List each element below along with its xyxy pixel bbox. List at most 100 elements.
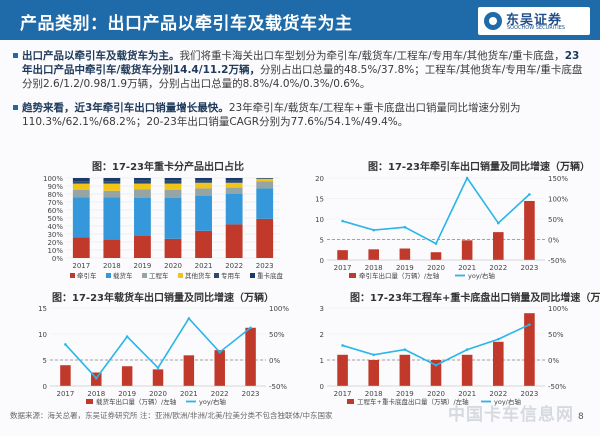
paragraph-lead: 趋势来看，近3年牵引车出口销量增长最快。 [22, 102, 229, 114]
header-bar: 产品类别：出口产品以牵引车及载货车为主 东吴证券 SOOCHOW SECURIT… [0, 0, 600, 40]
paragraph-text: 我们将重卡海关出口车型划分为牵引车/载货车/工程车/专用车/其他货车/重卡底盘， [179, 50, 565, 62]
x-tick-label: 2022 [489, 390, 507, 398]
bar [183, 355, 195, 386]
bar-segment [103, 183, 121, 191]
bar-segment [256, 178, 274, 179]
x-tick-label: 2022 [489, 264, 507, 272]
legend-swatch [70, 273, 75, 278]
legend-swatch [250, 273, 255, 278]
x-tick-label: 2023 [521, 264, 539, 272]
yoy-point [372, 228, 376, 232]
legend-swatch [106, 273, 111, 278]
y-tick-label: 20% [47, 239, 63, 247]
bar [524, 313, 535, 386]
y-tick-label: 0 [320, 383, 324, 391]
y-tick-label: 40% [47, 223, 63, 231]
y2-tick-label: 0% [548, 357, 559, 365]
bar-segment [103, 181, 121, 184]
legend-swatch [214, 273, 219, 278]
y-tick-label: 80% [47, 191, 63, 199]
paragraph-text: 23年牵引车/载货车/工程车+重卡底盘出口销量同比增速分别为110.3%/62.… [22, 102, 521, 128]
bar-segment [195, 230, 212, 258]
x-tick-label: 2020 [149, 390, 167, 398]
bar-segment [164, 238, 182, 258]
yoy-point [341, 344, 344, 347]
x-tick-label: 2019 [118, 390, 136, 398]
yoy-point [528, 193, 531, 196]
legend-label: 牵引车 [77, 271, 97, 280]
bar [152, 369, 164, 386]
bar-segment [256, 218, 274, 258]
bar-segment [225, 182, 243, 188]
legend-label: yoy/右轴 [199, 397, 226, 406]
yoy-point [125, 335, 129, 338]
bar-segment [256, 188, 274, 219]
yoy-point [218, 350, 222, 354]
bar-segment [72, 178, 90, 182]
y-tick-label: 50% [47, 215, 63, 223]
y-tick-label: 30% [47, 231, 63, 239]
bar-segment [225, 187, 243, 194]
legend-label: 工程车+重卡底盘出口量（万辆）/左轴 [357, 397, 469, 406]
engineering-export-chart: 0 1 2 3 -50% 0% 50% 100% 2017 2018 2019 2020 2021 202… [320, 305, 569, 406]
y-tick-label: 60% [47, 207, 63, 215]
y-tick-label: 0 [320, 257, 324, 265]
yoy-point [465, 348, 469, 351]
bar [214, 350, 225, 386]
bar-segment [164, 178, 182, 181]
bar-segment [134, 178, 151, 181]
bar-segment [72, 237, 90, 258]
slide-title: 产品类别：出口产品以牵引车及载货车为主 [20, 14, 353, 34]
legend-swatch [349, 273, 356, 278]
bar-segment [195, 178, 212, 181]
chart-title: 图：17-23年牵引车出口销量及同比增速（万辆） [368, 162, 590, 173]
legend-label: 载货车 [113, 271, 133, 280]
bar-segment [195, 180, 212, 183]
x-tick-label: 2019 [396, 264, 414, 272]
x-tick-label: 2023 [521, 390, 539, 398]
logo-circle-icon [484, 12, 502, 30]
chart-title: 图：17-23年重卡分产品出口占比 [92, 162, 244, 173]
bar [399, 354, 411, 386]
x-tick-label: 2018 [365, 264, 383, 272]
bar-segment [164, 190, 182, 198]
bar [492, 341, 504, 386]
bar-segment [256, 178, 274, 182]
bar [60, 365, 71, 386]
bar-segment [134, 235, 151, 258]
legend-swatch [142, 273, 147, 278]
brand-logo: 东吴证券 SOOCHOW SECURITIES [478, 7, 590, 35]
y2-tick-label: 0% [548, 237, 559, 245]
chart-title: 图：17-23年载货车出口销量及同比增速（万辆） [52, 293, 274, 304]
bar [368, 360, 380, 386]
x-tick-label: 2022 [225, 262, 243, 270]
yoy-point [434, 242, 438, 245]
x-tick-label: 2023 [256, 262, 274, 270]
bar-segment [72, 197, 90, 238]
bar-segment [103, 190, 121, 198]
y2-tick-label: 100% [548, 196, 568, 204]
y-tick-label: 5 [43, 357, 47, 365]
bar [399, 248, 411, 260]
legend-label: 牵引车出口量（万辆）/左轴 [359, 271, 440, 280]
y-tick-label: 90% [47, 183, 63, 191]
y2-tick-label: 50% [269, 331, 285, 339]
yoy-point [496, 221, 500, 225]
tractor-export-chart: 0 5 10 15 20 -50% 0% 50% 100% 150% 2017 2018 2019 202… [315, 175, 568, 280]
y-tick-label: 20 [315, 175, 324, 183]
paragraph-highlight: 23年出口产品中牵引车/载货车分别14.4/11.2万辆， [22, 50, 580, 76]
bar [368, 249, 380, 260]
bar-segment [134, 189, 151, 198]
y2-tick-label: -50% [269, 383, 287, 391]
y-tick-label: 0 [43, 383, 47, 391]
yoy-point [403, 348, 407, 351]
x-tick-label: 2017 [57, 390, 75, 398]
legend-swatch [347, 399, 354, 404]
paragraph-lead: 出口产品以牵引车及载货车为主。 [22, 50, 180, 62]
yoy-point [156, 366, 160, 370]
logo-text: 东吴证券 [506, 13, 563, 28]
bar-segment [72, 181, 90, 184]
bullet-square-icon [13, 105, 18, 110]
paragraph-text: 分别占出口总量的48.5%/37.8%；工程车/其他货车/专用车/重卡底盘分别2… [22, 64, 583, 90]
yoy-point [94, 376, 98, 380]
